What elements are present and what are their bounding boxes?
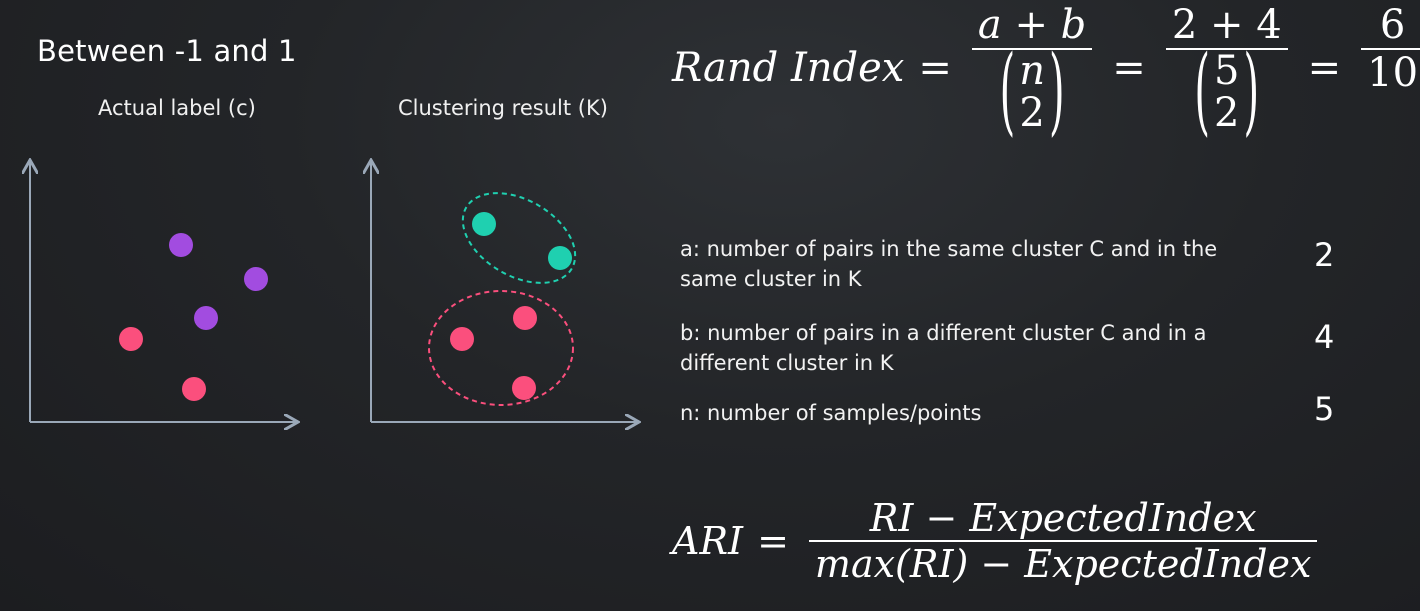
- fraction-3-numerator: 6: [1379, 2, 1406, 48]
- binomial-1-top: n: [1019, 48, 1045, 94]
- value-a: 2: [1314, 236, 1335, 274]
- pink-cluster-outline: [428, 290, 574, 406]
- rand-index-equation: Rand Index = a + b ( n 2 ) = 2 + 4 ( 5 2…: [672, 2, 1420, 148]
- left-point-purple-3: [194, 306, 218, 330]
- right-point-teal-2: [548, 246, 572, 270]
- binomial-n-2: ( n 2 ): [999, 36, 1065, 148]
- fraction-6-over-10: 6 10: [1361, 2, 1420, 96]
- fraction-2-plus-4-over-5-choose-2: 2 + 4 ( 5 2 ): [1165, 2, 1288, 148]
- teal-cluster-outline: [461, 192, 577, 284]
- left-point-pink-2: [182, 377, 206, 401]
- fraction-1-numerator: a + b: [977, 2, 1087, 48]
- binomial-2-top: 5: [1214, 48, 1240, 94]
- ari-fraction: RI − ExpectedIndex max(RI) − ExpectedInd…: [808, 496, 1318, 586]
- fraction-3-denominator: 10: [1367, 50, 1419, 96]
- scatter-plots: [0, 0, 700, 611]
- ari-numerator: RI − ExpectedIndex: [869, 496, 1257, 540]
- right-point-pink-1: [450, 327, 474, 351]
- equals-sign-3: =: [1307, 45, 1342, 91]
- definition-n: n: number of samples/points: [680, 401, 982, 425]
- binomial-2-bottom: 2: [1214, 90, 1240, 136]
- ari-denominator: max(RI) − ExpectedIndex: [814, 542, 1312, 586]
- equals-sign-2: =: [1112, 45, 1146, 91]
- actual-label-title: Actual label (c): [98, 96, 256, 120]
- clustering-result-title: Clustering result (K): [398, 96, 608, 120]
- binomial-1-bottom: 2: [1019, 90, 1045, 136]
- value-b: 4: [1314, 318, 1335, 356]
- left-point-purple-1: [169, 233, 193, 257]
- left-point-pink-1: [119, 327, 143, 351]
- slide-heading: Between -1 and 1: [37, 34, 297, 68]
- right-point-pink-2: [513, 306, 537, 330]
- fraction-2-numerator: 2 + 4: [1171, 2, 1282, 48]
- fraction-ab-over-n-choose-2: a + b ( n 2 ): [971, 2, 1093, 148]
- right-point-teal-1: [472, 212, 496, 236]
- binomial-5-2: ( 5 2 ): [1194, 36, 1260, 148]
- ari-equals-sign: =: [757, 519, 789, 563]
- equals-sign-1: =: [918, 45, 952, 91]
- right-point-pink-3: [512, 376, 536, 400]
- definition-a: a: number of pairs in the same cluster C…: [680, 237, 1218, 291]
- ari-lhs: ARI: [672, 519, 744, 563]
- left-point-purple-2: [244, 267, 268, 291]
- definition-b: b: number of pairs in a different cluste…: [680, 321, 1207, 375]
- ari-equation: ARI = RI − ExpectedIndex max(RI) − Expec…: [672, 496, 1323, 586]
- rand-index-lhs: Rand Index: [672, 45, 905, 91]
- value-n: 5: [1314, 390, 1335, 428]
